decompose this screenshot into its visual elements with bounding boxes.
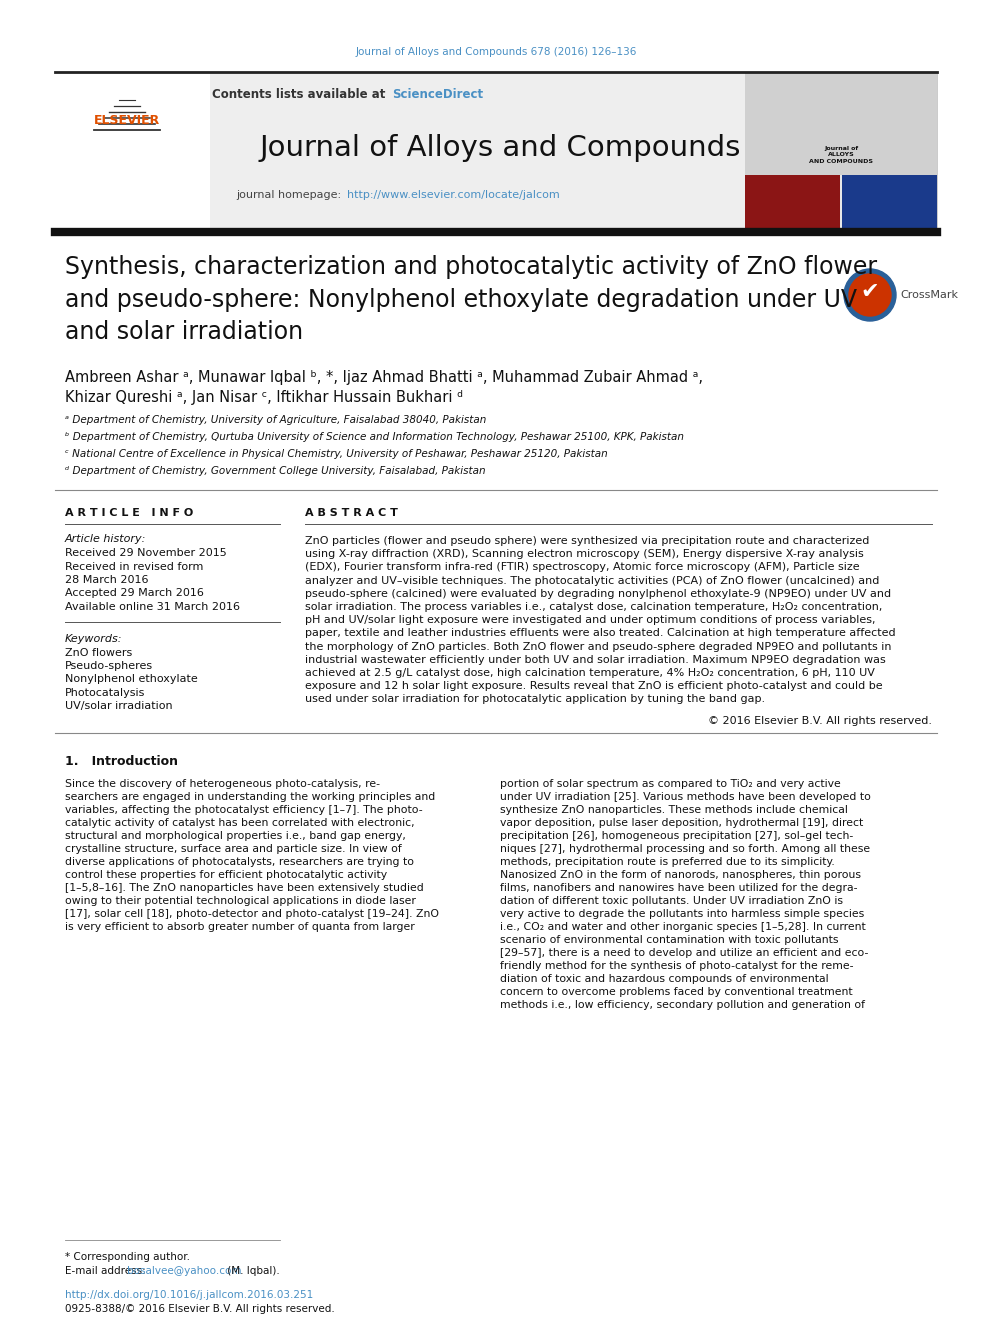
- Bar: [745, 175, 840, 230]
- Text: Pseudo-spheres: Pseudo-spheres: [65, 662, 153, 671]
- Text: methods i.e., low efficiency, secondary pollution and generation of: methods i.e., low efficiency, secondary …: [500, 1000, 865, 1009]
- Text: diverse applications of photocatalysts, researchers are trying to: diverse applications of photocatalysts, …: [65, 857, 414, 867]
- Text: Received in revised form: Received in revised form: [65, 561, 203, 572]
- Text: Accepted 29 March 2016: Accepted 29 March 2016: [65, 589, 204, 598]
- Text: using X-ray diffraction (XRD), Scanning electron microscopy (SEM), Energy disper: using X-ray diffraction (XRD), Scanning …: [305, 549, 864, 560]
- Text: [1–5,8–16]. The ZnO nanoparticles have been extensively studied: [1–5,8–16]. The ZnO nanoparticles have b…: [65, 882, 424, 893]
- Text: films, nanofibers and nanowires have been utilized for the degra-: films, nanofibers and nanowires have bee…: [500, 882, 857, 893]
- Text: ᵃ Department of Chemistry, University of Agriculture, Faisalabad 38040, Pakistan: ᵃ Department of Chemistry, University of…: [65, 415, 486, 425]
- Circle shape: [849, 274, 891, 316]
- Text: control these properties for efficient photocatalytic activity: control these properties for efficient p…: [65, 869, 387, 880]
- Text: achieved at 2.5 g/L catalyst dose, high calcination temperature, 4% H₂O₂ concent: achieved at 2.5 g/L catalyst dose, high …: [305, 668, 875, 677]
- Bar: [745, 71, 937, 175]
- Text: Ambreen Ashar ᵃ, Munawar Iqbal ᵇ, *, Ijaz Ahmad Bhatti ᵃ, Muhammad Zubair Ahmad : Ambreen Ashar ᵃ, Munawar Iqbal ᵇ, *, Ija…: [65, 370, 703, 385]
- Text: ✔: ✔: [861, 282, 879, 302]
- Text: A B S T R A C T: A B S T R A C T: [305, 508, 398, 519]
- Bar: [55, 71, 937, 230]
- Text: precipitation [26], homogeneous precipitation [27], sol–gel tech-: precipitation [26], homogeneous precipit…: [500, 831, 853, 841]
- Text: vapor deposition, pulse laser deposition, hydrothermal [19], direct: vapor deposition, pulse laser deposition…: [500, 818, 863, 828]
- Text: ZnO flowers: ZnO flowers: [65, 647, 132, 658]
- Text: A R T I C L E   I N F O: A R T I C L E I N F O: [65, 508, 193, 519]
- Text: analyzer and UV–visible techniques. The photocatalytic activities (PCA) of ZnO f: analyzer and UV–visible techniques. The …: [305, 576, 879, 586]
- Text: pseudo-sphere (calcined) were evaluated by degrading nonylphenol ethoxylate-9 (N: pseudo-sphere (calcined) were evaluated …: [305, 589, 891, 599]
- Text: ᵇ Department of Chemistry, Qurtuba University of Science and Information Technol: ᵇ Department of Chemistry, Qurtuba Unive…: [65, 433, 684, 442]
- Text: under UV irradiation [25]. Various methods have been developed to: under UV irradiation [25]. Various metho…: [500, 791, 871, 802]
- Text: (EDX), Fourier transform infra-red (FTIR) spectroscopy, Atomic force microscopy : (EDX), Fourier transform infra-red (FTIR…: [305, 562, 860, 573]
- Text: ScienceDirect: ScienceDirect: [392, 89, 483, 102]
- Text: Since the discovery of heterogeneous photo-catalysis, re-: Since the discovery of heterogeneous pho…: [65, 779, 380, 789]
- Text: Keywords:: Keywords:: [65, 634, 122, 643]
- Text: friendly method for the synthesis of photo-catalyst for the reme-: friendly method for the synthesis of pho…: [500, 960, 853, 971]
- Text: © 2016 Elsevier B.V. All rights reserved.: © 2016 Elsevier B.V. All rights reserved…: [708, 716, 932, 725]
- Text: paper, textile and leather industries effluents were also treated. Calcination a: paper, textile and leather industries ef…: [305, 628, 896, 639]
- Text: Received 29 November 2015: Received 29 November 2015: [65, 548, 227, 558]
- Text: Khizar Qureshi ᵃ, Jan Nisar ᶜ, Iftikhar Hussain Bukhari ᵈ: Khizar Qureshi ᵃ, Jan Nisar ᶜ, Iftikhar …: [65, 390, 463, 405]
- Text: pH and UV/solar light exposure were investigated and under optimum conditions of: pH and UV/solar light exposure were inve…: [305, 615, 876, 626]
- Text: dation of different toxic pollutants. Under UV irradiation ZnO is: dation of different toxic pollutants. Un…: [500, 896, 843, 906]
- Text: Nonylphenol ethoxylate: Nonylphenol ethoxylate: [65, 675, 197, 684]
- Text: used under solar irradiation for photocatalytic application by tuning the band g: used under solar irradiation for photoca…: [305, 695, 765, 704]
- Text: owing to their potential technological applications in diode laser: owing to their potential technological a…: [65, 896, 416, 906]
- Bar: [55, 71, 210, 230]
- Text: ZnO particles (flower and pseudo sphere) were synthesized via precipitation rout: ZnO particles (flower and pseudo sphere)…: [305, 536, 869, 546]
- Bar: [745, 71, 937, 230]
- Text: 28 March 2016: 28 March 2016: [65, 576, 149, 585]
- Text: structural and morphological properties i.e., band gap energy,: structural and morphological properties …: [65, 831, 406, 841]
- Text: Nanosized ZnO in the form of nanorods, nanospheres, thin porous: Nanosized ZnO in the form of nanorods, n…: [500, 869, 861, 880]
- Text: scenario of environmental contamination with toxic pollutants: scenario of environmental contamination …: [500, 935, 838, 945]
- Text: 0925-8388/© 2016 Elsevier B.V. All rights reserved.: 0925-8388/© 2016 Elsevier B.V. All right…: [65, 1304, 334, 1314]
- Text: http://dx.doi.org/10.1016/j.jallcom.2016.03.251: http://dx.doi.org/10.1016/j.jallcom.2016…: [65, 1290, 313, 1301]
- Text: methods, precipitation route is preferred due to its simplicity.: methods, precipitation route is preferre…: [500, 857, 834, 867]
- Text: [29–57], there is a need to develop and utilize an efficient and eco-: [29–57], there is a need to develop and …: [500, 947, 868, 958]
- Text: Journal of Alloys and Compounds: Journal of Alloys and Compounds: [259, 134, 741, 161]
- Text: Available online 31 March 2016: Available online 31 March 2016: [65, 602, 240, 613]
- Text: ᵈ Department of Chemistry, Government College University, Faisalabad, Pakistan: ᵈ Department of Chemistry, Government Co…: [65, 466, 486, 476]
- Text: synthesize ZnO nanoparticles. These methods include chemical: synthesize ZnO nanoparticles. These meth…: [500, 804, 848, 815]
- Text: portion of solar spectrum as compared to TiO₂ and very active: portion of solar spectrum as compared to…: [500, 779, 841, 789]
- Text: is very efficient to absorb greater number of quanta from larger: is very efficient to absorb greater numb…: [65, 922, 415, 931]
- Circle shape: [844, 269, 896, 321]
- Text: Article history:: Article history:: [65, 534, 147, 544]
- Text: the morphology of ZnO particles. Both ZnO flower and pseudo-sphere degraded NP9E: the morphology of ZnO particles. Both Zn…: [305, 642, 892, 652]
- Text: i.e., CO₂ and water and other inorganic species [1–5,28]. In current: i.e., CO₂ and water and other inorganic …: [500, 922, 866, 931]
- Text: bosalvee@yahoo.com: bosalvee@yahoo.com: [127, 1266, 241, 1275]
- Text: industrial wastewater efficiently under both UV and solar irradiation. Maximum N: industrial wastewater efficiently under …: [305, 655, 886, 664]
- Text: concern to overcome problems faced by conventional treatment: concern to overcome problems faced by co…: [500, 987, 853, 996]
- Text: variables, affecting the photocatalyst efficiency [1–7]. The photo-: variables, affecting the photocatalyst e…: [65, 804, 423, 815]
- Text: solar irradiation. The process variables i.e., catalyst dose, calcination temper: solar irradiation. The process variables…: [305, 602, 882, 613]
- Text: CrossMark: CrossMark: [900, 290, 958, 300]
- Text: crystalline structure, surface area and particle size. In view of: crystalline structure, surface area and …: [65, 844, 402, 853]
- Text: searchers are engaged in understanding the working principles and: searchers are engaged in understanding t…: [65, 791, 435, 802]
- Text: (M. Iqbal).: (M. Iqbal).: [224, 1266, 280, 1275]
- Text: ᶜ National Centre of Excellence in Physical Chemistry, University of Peshawar, P: ᶜ National Centre of Excellence in Physi…: [65, 448, 608, 459]
- Text: diation of toxic and hazardous compounds of environmental: diation of toxic and hazardous compounds…: [500, 974, 828, 984]
- Text: Photocatalysis: Photocatalysis: [65, 688, 146, 699]
- Text: exposure and 12 h solar light exposure. Results reveal that ZnO is efficient pho: exposure and 12 h solar light exposure. …: [305, 681, 883, 691]
- Text: Synthesis, characterization and photocatalytic activity of ZnO flower
and pseudo: Synthesis, characterization and photocat…: [65, 255, 877, 344]
- Text: ELSEVIER: ELSEVIER: [94, 114, 160, 127]
- Text: Contents lists available at: Contents lists available at: [212, 89, 390, 102]
- Text: very active to degrade the pollutants into harmless simple species: very active to degrade the pollutants in…: [500, 909, 864, 918]
- Text: Journal of
ALLOYS
AND COMPOUNDS: Journal of ALLOYS AND COMPOUNDS: [809, 147, 873, 164]
- Bar: [842, 175, 937, 230]
- Text: 1.   Introduction: 1. Introduction: [65, 755, 178, 767]
- Text: E-mail address:: E-mail address:: [65, 1266, 149, 1275]
- Text: * Corresponding author.: * Corresponding author.: [65, 1252, 190, 1262]
- Text: Journal of Alloys and Compounds 678 (2016) 126–136: Journal of Alloys and Compounds 678 (201…: [355, 48, 637, 57]
- Text: journal homepage:: journal homepage:: [236, 191, 345, 200]
- Text: http://www.elsevier.com/locate/jalcom: http://www.elsevier.com/locate/jalcom: [347, 191, 559, 200]
- Text: niques [27], hydrothermal processing and so forth. Among all these: niques [27], hydrothermal processing and…: [500, 844, 870, 853]
- Text: [17], solar cell [18], photo-detector and photo-catalyst [19–24]. ZnO: [17], solar cell [18], photo-detector an…: [65, 909, 439, 918]
- Text: catalytic activity of catalyst has been correlated with electronic,: catalytic activity of catalyst has been …: [65, 818, 415, 828]
- Text: UV/solar irradiation: UV/solar irradiation: [65, 701, 173, 712]
